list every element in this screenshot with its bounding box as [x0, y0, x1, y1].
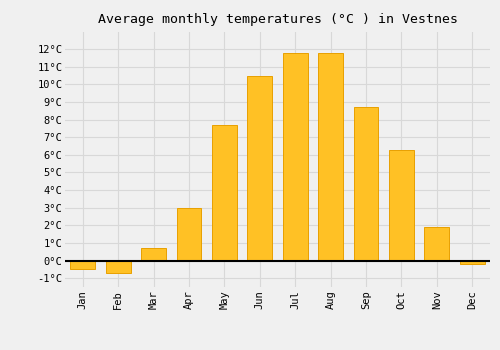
Title: Average monthly temperatures (°C ) in Vestnes: Average monthly temperatures (°C ) in Ve… — [98, 13, 458, 26]
Bar — [389, 149, 414, 260]
Bar — [354, 107, 378, 260]
Bar — [460, 260, 484, 264]
Bar — [106, 260, 130, 273]
Bar — [248, 76, 272, 260]
Bar — [283, 52, 308, 260]
Bar — [176, 208, 202, 260]
Bar — [318, 52, 343, 260]
Bar — [141, 248, 166, 260]
Bar — [70, 260, 95, 270]
Bar — [424, 227, 450, 260]
Bar — [212, 125, 237, 260]
